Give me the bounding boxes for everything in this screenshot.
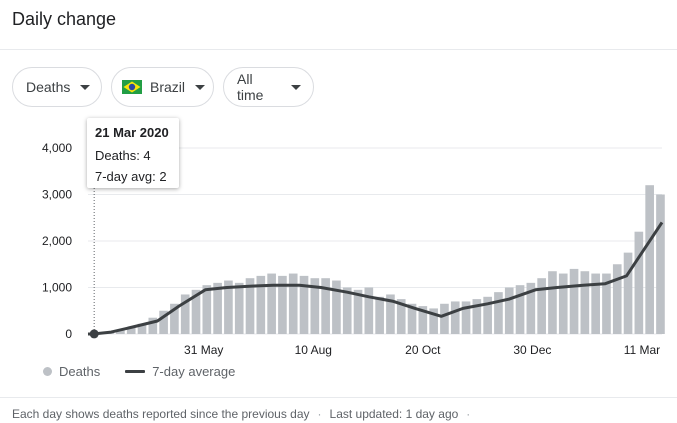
footer-note: Each day shows deaths reported since the… [12, 407, 310, 421]
daily-deaths-bar [548, 271, 557, 334]
footer-separator: · [317, 407, 322, 421]
line-legend-swatch-icon [125, 370, 146, 373]
metric-dropdown-label: Deaths [26, 79, 71, 95]
daily-deaths-bar [580, 271, 590, 334]
daily-deaths-bar [537, 278, 546, 334]
average-line [87, 221, 664, 336]
time-range-dropdown[interactable]: All time [223, 67, 314, 107]
caret-down-icon [80, 84, 91, 90]
deaths-chart[interactable]: 0 1,000 2,000 3,000 4,000 31 May 10 Aug 20 Oct 3… [0, 112, 677, 362]
daily-deaths-bar [472, 299, 482, 334]
daily-deaths-bar [332, 280, 341, 334]
daily-deaths-bar [342, 287, 352, 334]
daily-deaths-bar [116, 330, 125, 334]
y-tick-label: 1,000 [42, 281, 72, 295]
x-tick-label: 20 Oct [405, 343, 441, 357]
daily-deaths-bar [159, 310, 168, 334]
daily-deaths-bar [504, 287, 514, 334]
daily-deaths-bar [623, 252, 633, 334]
footer-separator: · [466, 407, 471, 421]
daily-deaths-bar [310, 278, 320, 334]
x-tick-label: 10 Aug [295, 343, 332, 357]
daily-deaths-bar [245, 278, 255, 334]
legend-average-label: 7-day average [152, 364, 236, 379]
daily-deaths-bar [634, 231, 644, 334]
daily-deaths-bar [602, 273, 611, 334]
daily-deaths-bar [515, 285, 525, 334]
chart-tooltip: 21 Mar 2020 Deaths: 4 7-day avg: 2 [87, 118, 179, 188]
daily-deaths-bar [137, 323, 147, 334]
metric-dropdown[interactable]: Deaths [12, 67, 102, 107]
top-divider [0, 49, 677, 50]
brazil-flag-icon [122, 80, 142, 94]
caret-down-icon [195, 84, 206, 90]
daily-deaths-bar [170, 303, 179, 334]
daily-deaths-bar [396, 299, 406, 334]
tooltip-average: 7-day avg: 2 [95, 169, 167, 184]
country-dropdown[interactable]: Brazil [111, 67, 214, 107]
legend-deaths-label: Deaths [59, 364, 101, 379]
daily-deaths-bar [202, 285, 212, 334]
daily-deaths-bar [386, 294, 395, 334]
chart-legend: Deaths 7-day average [43, 364, 235, 379]
y-tick-label: 2,000 [42, 234, 72, 248]
daily-deaths-bar [461, 301, 471, 334]
daily-deaths-bar [494, 292, 503, 334]
daily-deaths-bar [375, 296, 384, 334]
daily-deaths-bar [645, 185, 654, 334]
daily-deaths-bar [267, 273, 276, 334]
daily-deaths-bar [288, 273, 298, 334]
tooltip-date: 21 Mar 2020 [95, 125, 169, 140]
daily-deaths-bar [440, 303, 449, 334]
last-updated: Last updated: 1 day ago [329, 407, 459, 421]
daily-deaths-bar [450, 301, 460, 334]
daily-deaths-bar [148, 317, 158, 334]
daily-deaths-bar [612, 264, 622, 334]
y-tick-label: 3,000 [42, 188, 72, 202]
daily-deaths-bar [569, 268, 579, 334]
daily-deaths-bar [526, 282, 536, 334]
caret-down-icon [291, 84, 301, 90]
tooltip-deaths: Deaths: 4 [95, 148, 151, 163]
daily-deaths-bar [278, 275, 287, 334]
daily-deaths-bar [256, 275, 266, 334]
daily-deaths-bar [353, 289, 363, 334]
daily-deaths-bar [418, 306, 428, 334]
daily-deaths-bar [126, 327, 136, 334]
daily-deaths-bar [299, 275, 309, 334]
y-tick-label: 0 [65, 327, 72, 341]
daily-deaths-bar [591, 273, 600, 334]
hover-point [89, 329, 99, 339]
page-title: Daily change [12, 9, 117, 29]
daily-deaths-bar [213, 282, 222, 334]
daily-deaths-bar [191, 289, 201, 334]
daily-deaths-bar [180, 294, 190, 334]
daily-deaths-bar [224, 280, 233, 334]
daily-deaths-bar [407, 303, 417, 334]
country-dropdown-label: Brazil [150, 79, 186, 95]
daily-deaths-bar [364, 287, 374, 334]
daily-deaths-bar [429, 308, 438, 334]
x-tick-label: 31 May [184, 343, 223, 357]
bar-legend-dot-icon [43, 367, 52, 376]
daily-deaths-bar [483, 296, 492, 334]
daily-deaths-bar [656, 194, 665, 334]
bottom-divider [0, 397, 677, 398]
daily-deaths-bar [321, 278, 330, 334]
x-tick-label: 11 Mar [624, 343, 660, 357]
daily-deaths-bar [558, 273, 568, 334]
time-range-label: All time [237, 71, 264, 103]
x-tick-label: 30 Dec [513, 343, 551, 357]
daily-deaths-bar [234, 282, 244, 334]
footer: Each day shows deaths reported since the… [12, 407, 478, 421]
y-tick-label: 4,000 [42, 141, 72, 155]
